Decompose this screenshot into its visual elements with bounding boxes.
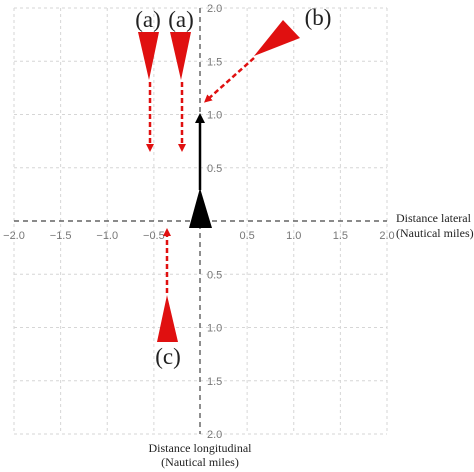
x-tick-label: 0.5 bbox=[239, 230, 254, 242]
label-b: (b) bbox=[305, 5, 332, 30]
y-tick-label: 2.0 bbox=[207, 3, 222, 15]
intruder-b-vector bbox=[204, 57, 255, 103]
x-tick-label: 1.0 bbox=[286, 230, 301, 242]
x-tick-label: −0.5 bbox=[143, 230, 165, 242]
ownship bbox=[189, 188, 212, 228]
y-tick-label: 2.0 bbox=[207, 429, 222, 441]
intruder-b bbox=[254, 20, 300, 56]
x-tick-label: −1.5 bbox=[50, 230, 72, 242]
x-tick-label: 2.0 bbox=[379, 230, 394, 242]
x-axis-title: Distance lateral bbox=[396, 211, 472, 225]
x-tick-label: −2.0 bbox=[3, 230, 25, 242]
y-tick-label: 0.5 bbox=[207, 163, 222, 175]
x-tick-label: 1.5 bbox=[333, 230, 348, 242]
label-c: (c) bbox=[155, 344, 181, 369]
intruder-c bbox=[157, 295, 178, 342]
y-tick-label: 1.5 bbox=[207, 376, 222, 388]
y-axis-title: (Nautical miles) bbox=[161, 455, 239, 469]
y-tick-label: 1.0 bbox=[207, 323, 222, 335]
label-a: (a) bbox=[168, 7, 194, 32]
y-tick-label: 1.5 bbox=[207, 56, 222, 68]
x-axis-title: (Nautical miles) bbox=[396, 226, 474, 240]
y-tick-label: 1.0 bbox=[207, 110, 222, 122]
label-a: (a) bbox=[135, 7, 161, 32]
y-tick-label: 0.5 bbox=[207, 269, 222, 281]
tick-labels: −2.0 −1.5 −1.0 −0.5 0.5 1.0 1.5 2.0 2.0 1.5 1.0 0.5… bbox=[3, 3, 395, 441]
intruder-a2 bbox=[170, 32, 191, 80]
y-axis-title: Distance longitudinal bbox=[149, 441, 253, 455]
intruder-a1 bbox=[138, 32, 159, 80]
x-tick-label: −1.0 bbox=[96, 230, 118, 242]
